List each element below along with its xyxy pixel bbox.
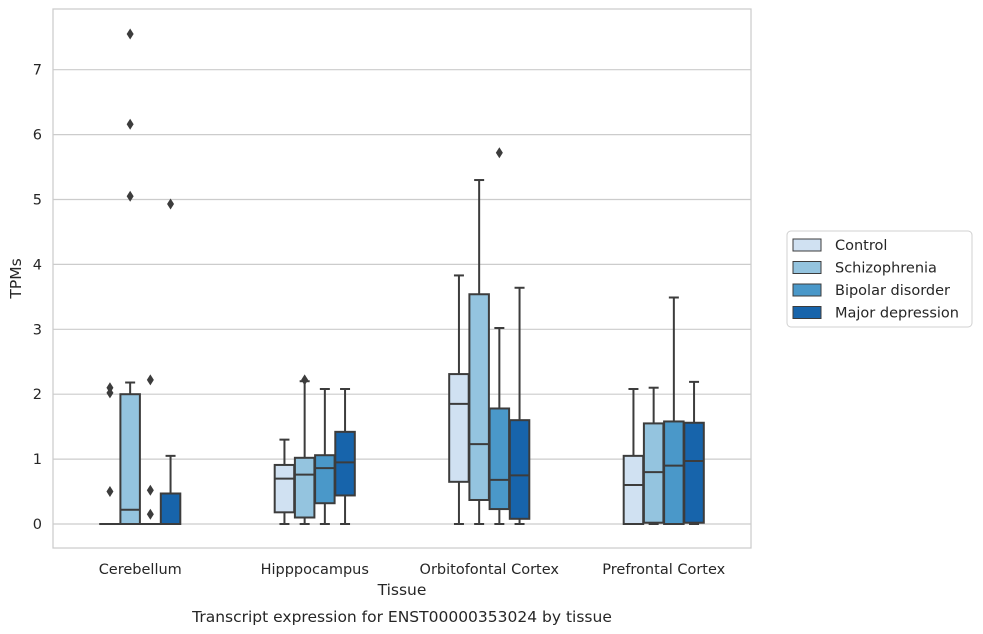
- x-tick-label: Prefrontal Cortex: [602, 562, 725, 578]
- box-iqr: [508, 419, 531, 520]
- outlier-point: [106, 486, 114, 498]
- y-tick-label: 5: [33, 193, 42, 209]
- box-control: [99, 382, 121, 526]
- legend-label: Schizophrenia: [835, 261, 937, 277]
- outlier-point: [126, 28, 134, 40]
- y-tick-label: 6: [33, 128, 42, 144]
- box-iqr: [468, 293, 490, 501]
- y-axis-ticks: 0 1 2 3 4 5 6 7: [33, 63, 42, 533]
- box-iqr: [314, 454, 336, 505]
- x-tick-label: Orbitofontal Cortex: [420, 562, 560, 578]
- legend-item: Schizophrenia: [792, 261, 937, 277]
- y-tick-label: 3: [33, 322, 42, 338]
- outlier-point: [301, 374, 309, 386]
- outlier-point: [146, 484, 154, 496]
- y-tick-label: 1: [33, 452, 42, 468]
- box-major-depression: [683, 380, 705, 525]
- box-bipolar-disorder: [139, 374, 162, 526]
- chart-title: Transcript expression for ENST0000035302…: [191, 608, 612, 626]
- outlier-point: [126, 118, 134, 130]
- box-bipolar-disorder: [488, 147, 511, 525]
- box-schizophrenia: [468, 179, 490, 525]
- box-major-depression: [508, 286, 531, 525]
- legend-label: Control: [835, 238, 887, 254]
- legend-label: Bipolar disorder: [835, 283, 950, 299]
- outlier-point: [106, 382, 114, 394]
- legend-item: Major depression: [792, 306, 959, 322]
- box-schizophrenia: [642, 386, 665, 525]
- outlier-point: [495, 147, 503, 159]
- legend-swatch: [792, 306, 822, 319]
- y-tick-label: 4: [33, 257, 42, 273]
- box-bipolar-disorder: [314, 388, 336, 525]
- box-iqr: [663, 420, 685, 526]
- legend-swatch: [792, 283, 822, 297]
- box-iqr: [683, 421, 705, 524]
- box-iqr: [119, 393, 141, 526]
- box-iqr: [488, 407, 511, 511]
- box-iqr: [334, 430, 356, 497]
- x-tick-label: Cerebellum: [99, 562, 182, 578]
- box-control: [448, 274, 470, 525]
- box-control: [622, 388, 645, 526]
- legend-frame: [786, 230, 973, 328]
- y-axis-label: TPMs: [7, 258, 25, 299]
- plot-frame: [52, 8, 752, 549]
- box-major-depression: [334, 388, 356, 525]
- y-tick-label: 2: [33, 387, 42, 403]
- legend-item: Bipolar disorder: [792, 283, 950, 299]
- box-major-depression: [159, 198, 182, 526]
- box-iqr: [273, 463, 296, 514]
- legend-item: Control: [792, 238, 887, 254]
- box-control: [273, 438, 296, 525]
- legend: Control Schizophrenia Bipolar disorder Majo…: [786, 230, 973, 328]
- box-schizophrenia: [293, 374, 316, 525]
- box-plot-series: [99, 28, 705, 526]
- x-axis-label: Tissue: [377, 581, 427, 599]
- legend-label: Major depression: [835, 306, 959, 322]
- outlier-point: [167, 198, 175, 210]
- box-bipolar-disorder: [663, 296, 685, 526]
- outlier-point: [146, 374, 154, 386]
- x-tick-label: Hipppocampus: [261, 562, 369, 578]
- x-axis-ticks: Cerebellum Hipppocampus Orbitofontal Corte…: [99, 562, 726, 578]
- box-iqr: [159, 492, 182, 526]
- outlier-point: [126, 190, 134, 202]
- legend-swatch: [792, 261, 822, 274]
- y-tick-label: 0: [33, 517, 42, 533]
- box-iqr: [622, 454, 645, 526]
- grid-lines: [53, 69, 751, 525]
- box-schizophrenia: [119, 28, 141, 526]
- box-iqr: [293, 456, 316, 519]
- y-tick-label: 7: [33, 63, 42, 79]
- outlier-point: [146, 508, 154, 520]
- legend-swatch: [792, 238, 822, 252]
- box-iqr: [448, 373, 470, 483]
